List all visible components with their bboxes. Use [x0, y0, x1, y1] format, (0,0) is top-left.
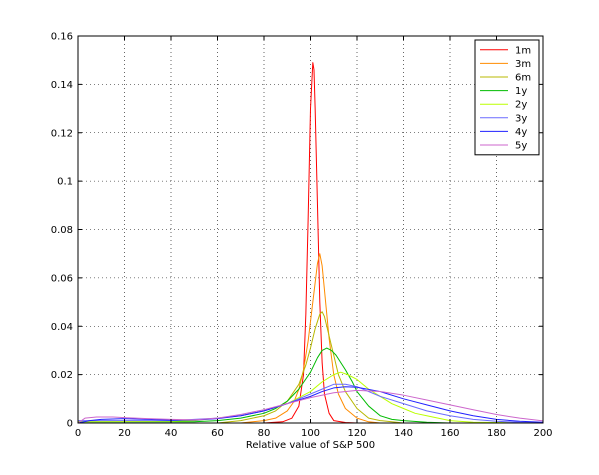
series-line-5y [77, 389, 544, 424]
x-tick-label: 40 [165, 428, 178, 439]
legend-label-3y: 3y [515, 113, 527, 124]
x-tick-label: 180 [487, 428, 506, 439]
legend-label-2y: 2y [515, 100, 527, 111]
y-tick-label: 0.1 [57, 177, 73, 188]
y-tick-label: 0.12 [51, 128, 73, 139]
x-axis-label: Relative value of S&P 500 [246, 440, 375, 451]
y-tick-label: 0.16 [51, 32, 73, 43]
y-tick-label: 0.14 [51, 80, 73, 91]
y-tick-label: 0.04 [51, 322, 73, 333]
x-tick-label: 160 [440, 428, 459, 439]
legend-label-3m: 3m [515, 59, 531, 70]
legend-box [474, 39, 540, 156]
legend-label-4y: 4y [515, 127, 527, 138]
series-line-3m [78, 253, 543, 424]
x-tick-label: 0 [75, 428, 81, 439]
x-tick-label: 80 [258, 428, 271, 439]
y-tick-label: 0.06 [51, 273, 73, 284]
x-tick-label: 120 [347, 428, 366, 439]
series-line-1y [78, 347, 543, 424]
x-tick-label: 60 [211, 428, 224, 439]
x-tick-label: 200 [533, 428, 552, 439]
series-line-4y [77, 386, 544, 424]
y-tick-label: 0.02 [51, 370, 73, 381]
legend-label-6m: 6m [515, 73, 531, 84]
legend: 1m 3m 6m 1y 2y 3y 4y 5y [474, 39, 540, 156]
series-line-6m [78, 311, 543, 424]
legend-label-1m: 1m [515, 45, 531, 56]
axis-ticks: 0 20 40 60 80 100 120 140 160 180 200 0 0.02 0.04 0.06… [51, 32, 553, 440]
x-tick-label: 20 [118, 428, 131, 439]
series-lines [77, 62, 544, 424]
legend-label-5y: 5y [515, 141, 527, 152]
x-tick-label: 140 [394, 428, 413, 439]
x-tick-label: 100 [301, 428, 320, 439]
y-tick-label: 0 [67, 419, 73, 430]
series-line-1m [78, 62, 543, 424]
y-tick-label: 0.08 [51, 225, 73, 236]
legend-label-1y: 1y [515, 86, 527, 97]
